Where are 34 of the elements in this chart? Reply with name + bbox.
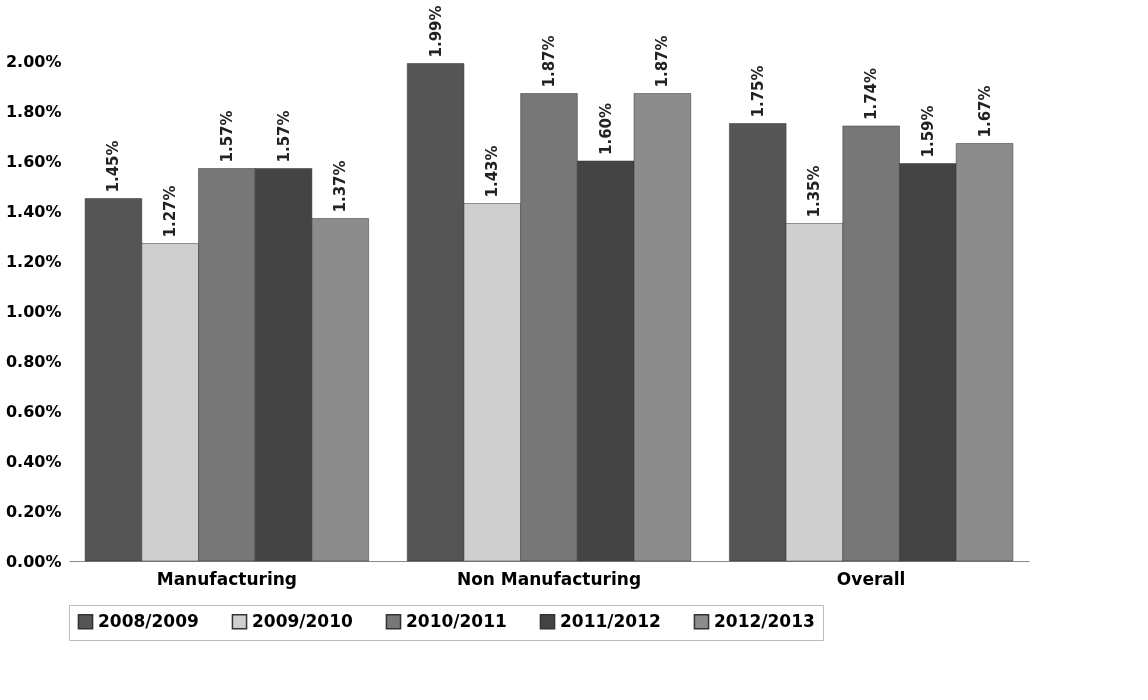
- data-label: 1.99%: [426, 5, 445, 58]
- data-label: 1.74%: [862, 67, 881, 120]
- y-tick-label: 1.60%: [5, 151, 62, 171]
- data-label: 1.57%: [274, 110, 293, 163]
- y-tick-label: 0.80%: [5, 351, 62, 371]
- y-tick-label: 0.60%: [5, 401, 62, 421]
- data-label: 1.59%: [918, 105, 937, 158]
- data-label: 1.60%: [596, 102, 615, 155]
- data-label: 1.75%: [748, 65, 767, 118]
- data-label: 1.87%: [653, 35, 672, 88]
- data-label: 1.35%: [805, 165, 824, 218]
- data-label: 1.37%: [331, 160, 350, 213]
- y-tick-label: 2.00%: [5, 51, 62, 71]
- data-label: 1.43%: [483, 145, 502, 198]
- y-tick-label: 1.00%: [5, 301, 62, 321]
- data-label: 1.87%: [540, 35, 558, 88]
- y-tick-label: 0.40%: [5, 451, 62, 471]
- y-tick-label: 0.20%: [5, 501, 62, 521]
- y-tick-label: 1.80%: [5, 101, 62, 121]
- legend-label: 2010/2011: [406, 610, 507, 631]
- y-tick-label: 0.00%: [5, 551, 62, 571]
- legend-label: 2011/2012: [560, 610, 661, 631]
- data-label: 1.67%: [975, 85, 994, 138]
- x-tick-label: Overall: [836, 568, 906, 589]
- y-tick-label: 1.20%: [5, 251, 62, 271]
- data-label: 1.45%: [104, 140, 123, 193]
- legend-label: 2008/2009: [98, 610, 199, 631]
- data-label: 1.27%: [161, 185, 180, 238]
- y-tick-label: 1.40%: [5, 201, 62, 221]
- legend-label: 2009/2010: [252, 610, 354, 631]
- legend-label: 2012/2013: [714, 610, 815, 631]
- x-tick-label: Non Manufacturing: [456, 568, 642, 589]
- data-label: 1.57%: [217, 110, 236, 163]
- x-tick-label: Manufacturing: [156, 568, 297, 589]
